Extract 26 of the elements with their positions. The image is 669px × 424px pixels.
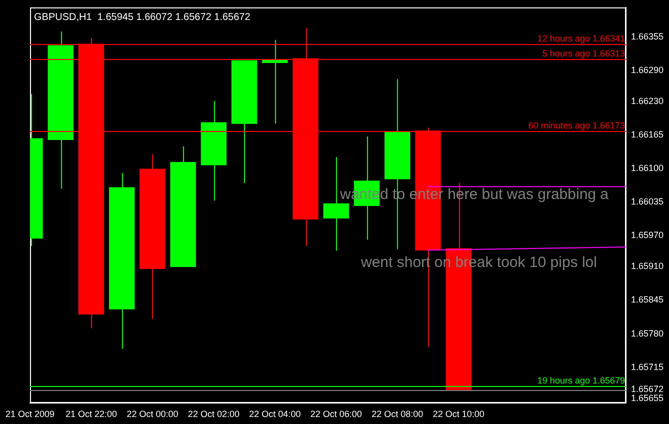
x-tick-label: 21 Oct 22:00 xyxy=(65,408,118,419)
x-tick-label: 22 Oct 04:00 xyxy=(249,408,301,419)
ref-line-label: 12 hours ago 1.66341 xyxy=(537,33,625,44)
x-tick-label: 22 Oct 06:00 xyxy=(310,408,362,419)
y-tick-label: 1.66355 xyxy=(631,31,664,42)
y-tick-label: 1.66290 xyxy=(631,64,664,75)
ref-line-label: 19 hours ago 1.65679 xyxy=(537,375,625,386)
y-tick-label: 1.66230 xyxy=(631,96,664,106)
y-tick-label: 1.65780 xyxy=(631,328,664,338)
y-tick-label: 1.66100 xyxy=(631,163,664,174)
ref-line-label: 60 minutes ago 1.66173 xyxy=(528,120,625,130)
y-tick-label: 1.66035 xyxy=(631,196,664,207)
y-tick-label: 1.66165 xyxy=(631,129,664,140)
text: GBPUSD,H1 1.65945 1.66072 1.65672 1.65672 xyxy=(34,12,251,24)
x-tick-label: 22 Oct 02:00 xyxy=(188,408,240,419)
y-tick-label: 1.65910 xyxy=(631,261,664,272)
x-tick-label: 21 Oct 2009 xyxy=(5,408,55,419)
x-tick-label: 22 Oct 00:00 xyxy=(126,408,178,419)
ref-line-label: 5 hours ago 1.66313 xyxy=(542,48,625,58)
y-tick-label: 1.65672 xyxy=(631,384,664,394)
x-tick-label: 22 Oct 08:00 xyxy=(372,408,424,419)
x-tick-label: 22 Oct 10:00 xyxy=(432,408,484,419)
y-tick-label: 1.65715 xyxy=(631,362,664,372)
y-tick-label: 1.65655 xyxy=(631,392,664,403)
y-tick-label: 1.65845 xyxy=(631,294,664,305)
y-tick-label: 1.65970 xyxy=(631,230,664,240)
